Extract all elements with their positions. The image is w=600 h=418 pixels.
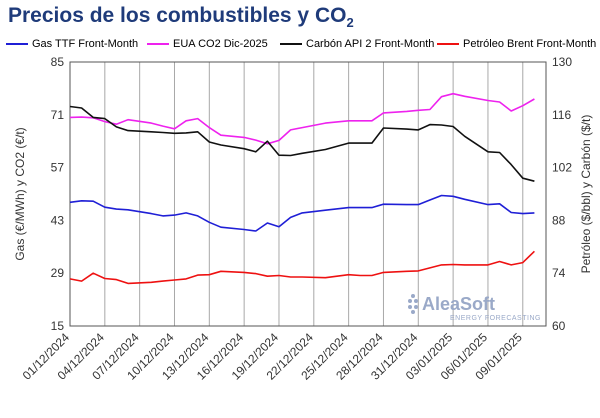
legend-item-brent: Petróleo Brent Front-Month [437,38,596,50]
y-right-tick-label: 60 [552,319,566,333]
legend-item-co2: EUA CO2 Dic-2025 [147,38,268,50]
series-layer [69,92,535,285]
y-left-title: Gas (€/MWh) y CO2 (€/t) [13,127,27,260]
legend-item-gas: Gas TTF Front-Month [6,38,138,50]
y-left-ticks: 15 29 43 57 71 85 [51,55,65,333]
watermark: AleaSoft ENERGY FORECASTING [408,294,541,322]
legend-swatch-coal [280,43,302,46]
grid-lines [69,62,524,326]
y-right-ticks: 60 74 88 102 116 130 [552,55,572,333]
y-left-tick-label: 29 [51,266,65,280]
legend-item-coal: Carbón API 2 Front-Month [280,38,434,50]
y-left-tick-label: 57 [51,161,65,175]
series-line-gas-ttf [69,194,535,232]
y-right-tick-label: 130 [552,55,572,69]
y-right-tick-label: 74 [552,266,566,280]
y-left-tick-label: 71 [51,108,65,122]
y-right-tick-label: 102 [552,161,572,175]
legend-swatch-co2 [147,43,169,46]
plot-frame [69,61,547,327]
y-left-tick-label: 85 [51,55,65,69]
watermark-logo-icon [408,294,418,314]
watermark-brand: AleaSoft [422,294,495,314]
watermark-tagline: ENERGY FORECASTING [450,315,541,322]
y-right-title: Petróleo ($/bbl) y Carbón ($/t) [579,115,593,274]
y-left-tick-label: 15 [51,319,65,333]
chart-legend: Gas TTF Front-Month EUA CO2 Dic-2025 Car… [0,38,600,52]
legend-swatch-brent [437,43,459,46]
x-ticks: 01/12/202404/12/202407/12/202410/12/2024… [20,330,525,383]
page-title: Precios de los combustibles y CO2 [8,4,354,31]
series-line-brent [69,250,535,285]
y-right-tick-label: 88 [552,213,566,227]
y-left-tick-label: 43 [51,213,65,227]
y-right-tick-label: 116 [552,108,571,122]
series-line-eua-co2 [69,92,535,145]
series-line-carbon-api2 [69,105,535,182]
legend-swatch-gas [6,43,28,46]
